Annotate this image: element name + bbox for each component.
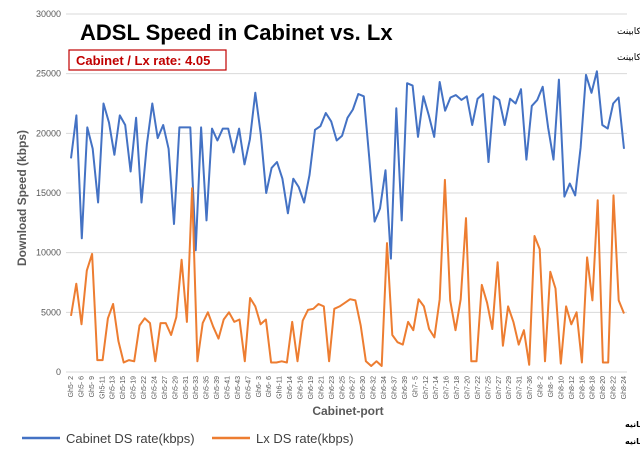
x-tick-label: Gh5-41: [225, 376, 232, 399]
x-tick-label: Gh6-19: [308, 376, 315, 399]
ratio-box: [68, 49, 227, 71]
x-tick-label: Gh5-35: [204, 376, 211, 399]
legend-label-cabinet: Cabinet DS rate(kbps): [66, 431, 195, 446]
legend-label-lx: Lx DS rate(kbps): [256, 431, 354, 446]
series-lines: [70, 70, 625, 367]
x-tick-label: Gh5-24: [151, 376, 158, 399]
x-tick-label: Gh6-27: [350, 376, 357, 399]
x-tick-label: Gh6-16: [298, 376, 305, 399]
x-tick-label: Gh5-39: [214, 376, 221, 399]
x-tick-label: Gh8-16: [579, 376, 586, 399]
x-tick-label: Gh5-47: [245, 376, 252, 399]
x-tick-label: Gh6- 6: [266, 376, 273, 398]
x-tick-label: Gh7-29: [506, 376, 513, 399]
x-tick-label: Gh5-11: [99, 376, 106, 399]
x-tick-label: Gh5-27: [162, 376, 169, 399]
x-tick-label: Gh6-30: [360, 376, 367, 399]
note-bottom-1: میانگین سرعت کاربران روی کابینت: 19,424 …: [625, 419, 640, 429]
x-tick-label: Gh6-37: [391, 376, 398, 399]
x-tick-label: Gh6-14: [287, 376, 294, 399]
x-tick-label: Gh6-34: [381, 376, 388, 399]
x-tick-label: Gh6-11: [277, 376, 284, 399]
x-tick-label: Gh6-21: [318, 376, 325, 399]
y-axis-label: Download Speed (kbps): [15, 130, 29, 266]
x-tick-label: Gh8-10: [558, 376, 565, 399]
x-tick-label: Gh6-25: [339, 376, 346, 399]
chart-title: ADSL Speed in Cabinet vs. Lx: [80, 20, 393, 45]
x-tick-label: Gh7- 5: [412, 376, 419, 398]
note-bottom-2: میانگین سرعت همان کاربران قبل از برگردان…: [625, 436, 640, 446]
x-tick-label: Gh7-31: [517, 376, 524, 399]
x-tick-label: Gh8-12: [569, 376, 576, 399]
x-axis-label: Cabinet-port: [312, 404, 383, 418]
x-tick-label: Gh5- 2: [68, 376, 75, 398]
y-tick-label: 5000: [41, 307, 61, 317]
x-tick-label: Gh7-14: [433, 376, 440, 399]
x-tick-label: Gh5-29: [172, 376, 179, 399]
ratio-text: Cabinet / Lx rate: 4.05: [76, 53, 210, 68]
note-top-2: رنگ نارنجی: همان کاربران قبل از برگردان …: [617, 51, 640, 63]
y-tick-label: 0: [56, 367, 61, 377]
x-tick-label: Gh6- 3: [256, 376, 263, 398]
x-tick-label: Gh6-32: [371, 376, 378, 399]
y-tick-label: 30000: [36, 9, 61, 19]
y-tick-label: 20000: [36, 128, 61, 138]
x-tick-label: Gh7-22: [475, 376, 482, 399]
x-tick-label: Gh5-31: [183, 376, 190, 399]
x-tick-label: Gh7-18: [454, 376, 461, 399]
x-tick-label: Gh5-19: [131, 376, 138, 399]
x-tick-label: Gh7-36: [527, 376, 534, 399]
y-axis-ticks: 0 5000 10000 15000 20000 25000 30000: [36, 9, 61, 377]
note-top-1: رنگ آبی: کاربران برگردان شده روی کابینت: [617, 25, 640, 37]
series-line-cabinet: [70, 70, 625, 260]
series-line-lx: [70, 178, 625, 367]
y-tick-label: 15000: [36, 188, 61, 198]
x-tick-label: Gh5-13: [110, 376, 117, 399]
x-tick-label: Gh5-33: [193, 376, 200, 399]
x-tick-label: Gh8- 2: [538, 376, 545, 398]
x-tick-label: Gh7-12: [423, 376, 430, 399]
x-tick-label: Gh5-43: [235, 376, 242, 399]
x-tick-label: Gh8- 5: [548, 376, 555, 398]
y-tick-label: 10000: [36, 248, 61, 258]
y-tick-label: 25000: [36, 69, 61, 79]
x-tick-label: Gh5-22: [141, 376, 148, 399]
x-tick-label: Gh5- 9: [89, 376, 96, 398]
x-tick-label: Gh7-20: [464, 376, 471, 399]
x-tick-label: Gh8-18: [590, 376, 597, 399]
x-tick-label: Gh8-20: [600, 376, 607, 399]
x-tick-label: Gh8-22: [611, 376, 618, 399]
x-tick-label: Gh5-15: [120, 376, 127, 399]
x-tick-label: Gh6-23: [329, 376, 336, 399]
x-tick-label: Gh8-24: [621, 376, 628, 399]
x-tick-label: Gh7-16: [444, 376, 451, 399]
x-tick-label: Gh6-39: [402, 376, 409, 399]
x-tick-label: Gh7-25: [485, 376, 492, 399]
x-tick-label: Gh7-27: [496, 376, 503, 399]
x-axis-ticks: Gh5- 2 Gh5- 6 Gh5- 9 Gh5-11 Gh5-13 Gh5-15 Gh5-…: [68, 376, 628, 399]
x-tick-label: Gh5- 6: [78, 376, 85, 398]
